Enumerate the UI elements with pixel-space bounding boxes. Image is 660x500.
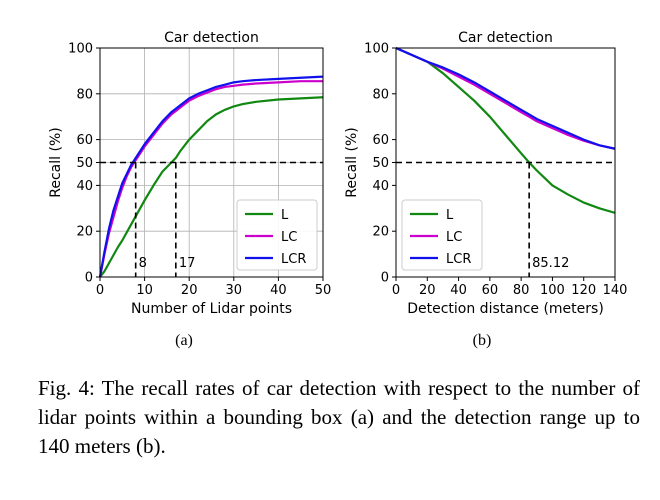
legend-label-lc: LC: [281, 230, 297, 245]
figure-canvas: 8 17 0 10 20 30 40 50 0 20 40 50 60 80 100 Car detectio…: [48, 30, 627, 349]
reference-label: 85.12: [532, 256, 569, 271]
y-tick-label: 50: [76, 156, 93, 171]
x-tick-label: 80: [513, 283, 530, 298]
y-tick-label: 80: [76, 87, 93, 102]
y-tick-label: 20: [76, 225, 93, 240]
figure-caption: Fig. 4: The recall rates of car detectio…: [38, 376, 640, 458]
x-axis-label: Number of Lidar points: [131, 301, 292, 317]
legend-box: [236, 199, 318, 271]
legend-label-lc: LC: [446, 230, 462, 245]
x-tick-label: 140: [603, 283, 628, 298]
x-tick-label: 120: [571, 283, 596, 298]
x-tick-label: 40: [270, 283, 287, 298]
legend-box: [401, 199, 483, 271]
chart-title: Car detection: [164, 30, 259, 46]
x-tick-label: 50: [315, 283, 332, 298]
y-tick-label: 60: [76, 133, 93, 148]
y-tick-label: 80: [372, 87, 389, 102]
y-tick-label: 50: [372, 156, 389, 171]
x-tick-label: 40: [450, 283, 467, 298]
series-line-lcr: [395, 46, 616, 150]
x-tick-label: 0: [96, 283, 104, 298]
reference-label: 17: [179, 256, 196, 271]
legend-label-lcr: LCR: [281, 252, 306, 267]
x-tick-label: 30: [226, 283, 243, 298]
y-tick-label: 60: [372, 133, 389, 148]
panel-label-a: (a): [175, 332, 193, 349]
y-tick-label: 40: [76, 179, 93, 194]
legend-label-lcr: LCR: [446, 252, 471, 267]
y-axis-label: Recall (%): [48, 127, 64, 197]
y-tick-label: 0: [381, 271, 389, 286]
chart-panel-a: 8 17 0 10 20 30 40 50 0 20 40 50 60 80 100 Car detectio…: [48, 30, 331, 317]
x-tick-label: 20: [181, 283, 198, 298]
x-tick-label: 0: [392, 283, 400, 298]
y-tick-label: 0: [85, 271, 93, 286]
y-tick-label: 20: [372, 225, 389, 240]
series-line-lc: [98, 80, 323, 278]
series-line-lcr: [98, 75, 324, 278]
x-axis-label: Detection distance (meters): [407, 301, 604, 317]
chart-title: Car detection: [458, 30, 553, 46]
x-tick-label: 100: [540, 283, 565, 298]
reference-label: 8: [139, 256, 147, 271]
legend-label-l: L: [446, 208, 454, 223]
y-tick-label: 40: [372, 179, 389, 194]
x-tick-label: 10: [136, 283, 153, 298]
y-tick-label: 100: [68, 42, 93, 57]
chart-panel-b: 85.12 0 20 40 60 80 100 120 140 0 20 40 50 60 80 100 Car…: [344, 30, 627, 317]
series-line-l: [395, 46, 616, 214]
legend-label-l: L: [281, 208, 289, 223]
y-tick-label: 100: [364, 42, 389, 57]
panel-label-b: (b): [473, 332, 492, 349]
x-tick-label: 60: [482, 283, 499, 298]
x-tick-label: 20: [419, 283, 436, 298]
y-axis-label: Recall (%): [344, 127, 360, 197]
